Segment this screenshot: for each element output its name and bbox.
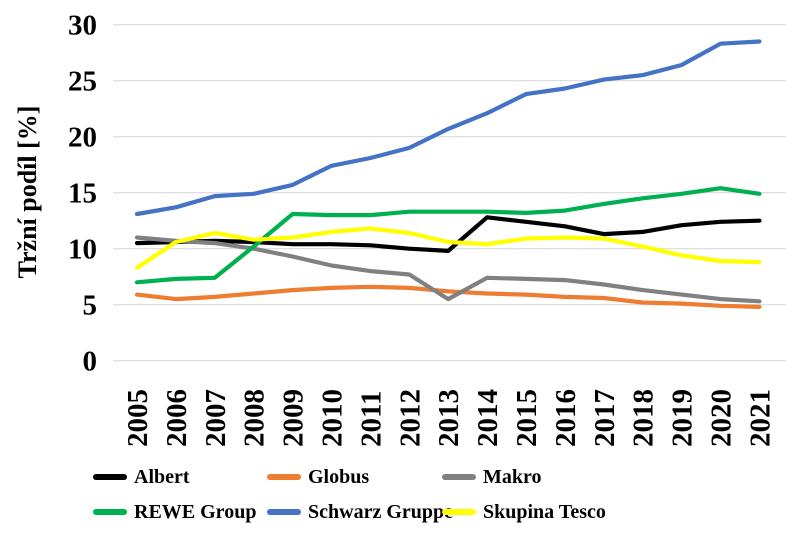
x-tick-label: 2005 <box>122 389 154 447</box>
x-tick-label: 2006 <box>161 389 193 447</box>
x-tick-label: 2016 <box>550 389 582 447</box>
x-tick-label: 2017 <box>589 389 621 447</box>
series-line-schwarz-gruppe <box>134 39 762 217</box>
y-axis-title: Tržní podíl [%] <box>13 106 42 279</box>
y-tick-label: 15 <box>68 178 97 210</box>
series-line-globus <box>134 284 762 309</box>
series-line-albert <box>134 215 762 253</box>
x-tick-label: 2019 <box>667 389 699 447</box>
x-tick-label: 2011 <box>355 391 387 447</box>
x-tick-label: 2008 <box>239 389 271 447</box>
x-tick-label: 2014 <box>472 389 504 447</box>
x-tick-label: 2018 <box>628 389 660 447</box>
y-tick-label: 0 <box>83 346 98 378</box>
series-line-makro <box>134 235 762 304</box>
y-tick-label: 10 <box>68 234 97 266</box>
x-tick-label: 2013 <box>433 389 465 447</box>
x-tick-label: 2010 <box>317 389 349 447</box>
y-tick-label: 25 <box>68 66 97 98</box>
series-line-skupina-tesco <box>134 226 762 270</box>
x-tick-label: 2020 <box>706 389 738 447</box>
x-tick-label: 2021 <box>744 389 776 447</box>
x-tick-label: 2009 <box>278 389 310 447</box>
x-tick-label: 2007 <box>200 389 232 447</box>
x-axis-tick-labels: 2005 2006 2007 2008 2009 2010 2011 2012 2013 2014… <box>122 389 776 447</box>
series-lines-group <box>134 39 762 309</box>
y-tick-label: 5 <box>83 290 98 322</box>
series-line-rewe-group <box>134 186 762 285</box>
y-tick-label: 20 <box>68 122 97 154</box>
y-tick-label: 30 <box>68 10 97 42</box>
x-tick-label: 2012 <box>394 389 426 447</box>
y-axis-tick-labels: 0 5 10 15 20 25 30 <box>68 10 97 378</box>
x-tick-label: 2015 <box>511 389 543 447</box>
